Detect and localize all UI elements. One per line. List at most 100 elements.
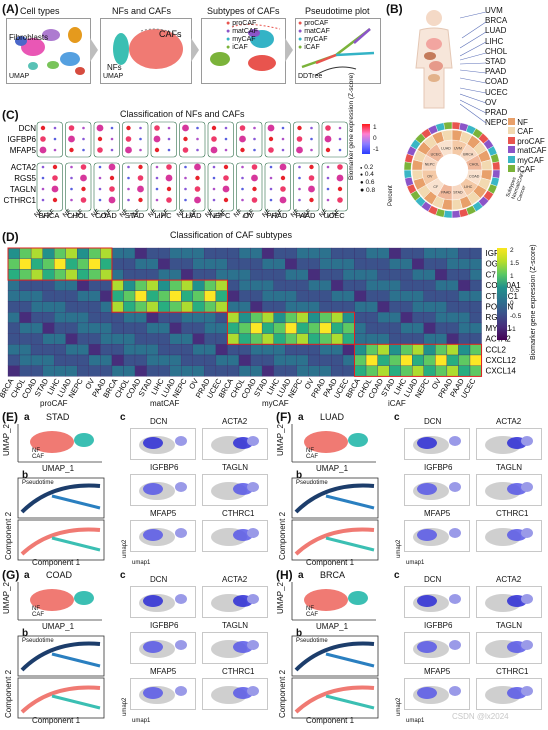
donut-segment [451, 121, 461, 130]
heatmap-cell [54, 322, 66, 334]
heatmap-cell [285, 301, 297, 313]
heatmap-cell [192, 344, 205, 356]
dotplot-dot [251, 164, 258, 170]
heatmap-cell [250, 344, 263, 356]
heatmap-cell [250, 354, 263, 366]
heatmap-cell [65, 354, 78, 366]
group-icaf: iCAF [388, 399, 406, 408]
heatmap-cell [261, 290, 274, 302]
dotplot-dot [110, 148, 114, 152]
feature-plot [202, 632, 268, 664]
heatmap-cell [469, 365, 482, 377]
heatmap-cell [100, 312, 113, 324]
dotplot-group-label: CAF [127, 208, 141, 218]
heatmap-cell [435, 344, 448, 356]
heatmap-gene-label: RGS5 [486, 313, 508, 322]
umap-label: UMAP [9, 73, 30, 80]
heatmap-cell [296, 290, 309, 302]
heatmap-cell [146, 301, 159, 313]
heatmap-cell [100, 279, 113, 291]
heatmap-cell [181, 258, 193, 270]
watermark: CSDN @lx2024 [452, 712, 509, 721]
heatmap-cell [435, 279, 448, 291]
cancer-title: STAD [46, 412, 70, 422]
dotplot-dot [125, 146, 132, 154]
heatmap-cell [65, 279, 78, 291]
dotplot-dot [194, 196, 201, 204]
donut-label: STAD [453, 191, 463, 195]
feature-gene-label: ACTA2 [496, 417, 522, 426]
dotplot-dot [68, 125, 75, 131]
dotplot-dot [137, 175, 144, 181]
heatmap-cell [134, 333, 147, 345]
donut-label: NEPC [425, 163, 435, 167]
heatmap-cell [469, 258, 482, 270]
caf-legend: CAF [306, 612, 318, 618]
heatmap-cell [77, 301, 90, 313]
heatmap-cell [388, 312, 401, 324]
heatmap-cell [123, 344, 136, 356]
feature-plot [130, 474, 196, 506]
donut-segment [451, 210, 461, 219]
heatmap-cell [435, 269, 448, 281]
caf-legend: CAF [32, 454, 44, 460]
heatmap-cell [42, 247, 55, 259]
umap1-axis-label: UMAP_1 [316, 622, 349, 631]
heatmap-cell [54, 365, 66, 377]
feature-gene-label: CTHRC1 [496, 667, 529, 676]
feature-gene-label: DCN [150, 417, 168, 426]
heatmap-cell [146, 333, 159, 345]
heatmap-cell [469, 312, 482, 324]
heatmap-cell [400, 247, 413, 259]
dotplot-dot [298, 198, 301, 202]
heatmap-cell [88, 322, 101, 334]
dotplot-dot [127, 165, 130, 169]
umap1-small-label: umap1 [132, 560, 151, 566]
heatmap-cell [238, 269, 251, 281]
heatmap-cell [215, 312, 228, 324]
dotplot-dot [52, 164, 58, 170]
heatmap-gene-label: C7 [486, 270, 497, 279]
heatmap-cell [19, 247, 32, 259]
feature-plot [476, 678, 542, 710]
heatmap-cell [446, 354, 459, 366]
cancer-ucec: UCEC [485, 87, 508, 97]
feature-plot [130, 678, 196, 710]
dotplot-cancer-label: STAD [125, 211, 145, 218]
heatmap-cell [331, 344, 344, 356]
heatmap-cell [181, 269, 193, 281]
heatmap-cell [65, 333, 78, 345]
caf-box [93, 162, 120, 212]
panel-f: (F) a LUAD b c UMAP_1 Component 1 UMAP_2 Compone… [276, 410, 546, 567]
heatmap-cell [77, 354, 90, 366]
heatmap-cell [238, 247, 251, 259]
cafs-label: CAFs [159, 29, 182, 39]
dotplot-dot [326, 176, 330, 180]
dotplot-dot [167, 137, 171, 141]
heatmap-cell [238, 344, 251, 356]
dotplot-dot [309, 197, 314, 203]
heatmap-cell [100, 354, 113, 366]
heatmap-cell [458, 365, 471, 377]
dotplot-dot [224, 137, 228, 141]
donut-segment [492, 169, 501, 179]
heatmap-cell [296, 301, 309, 313]
heatmap-cell [342, 322, 355, 334]
dotplot-group-label: NF [204, 208, 215, 218]
heatmap-cell [123, 258, 136, 270]
dotplot-dot [310, 148, 313, 152]
fibroblasts-label: Fibroblasts [9, 33, 49, 42]
dotplot-dot [127, 198, 130, 202]
heatmap-cell [54, 354, 66, 366]
heatmap-cell [88, 290, 101, 302]
heatmap-cell [319, 322, 332, 334]
subpanel-b-label: b [296, 470, 303, 481]
heatmap-cell [238, 312, 251, 324]
heatmap-cell [342, 269, 355, 281]
dotplot-gene-label: ACTA2 [11, 163, 37, 172]
dotplot-dot [81, 186, 86, 192]
heatmap-cell [261, 279, 274, 291]
dotplot-dot [251, 174, 258, 182]
dotplot-dot [279, 163, 287, 171]
nf-box [179, 121, 206, 158]
